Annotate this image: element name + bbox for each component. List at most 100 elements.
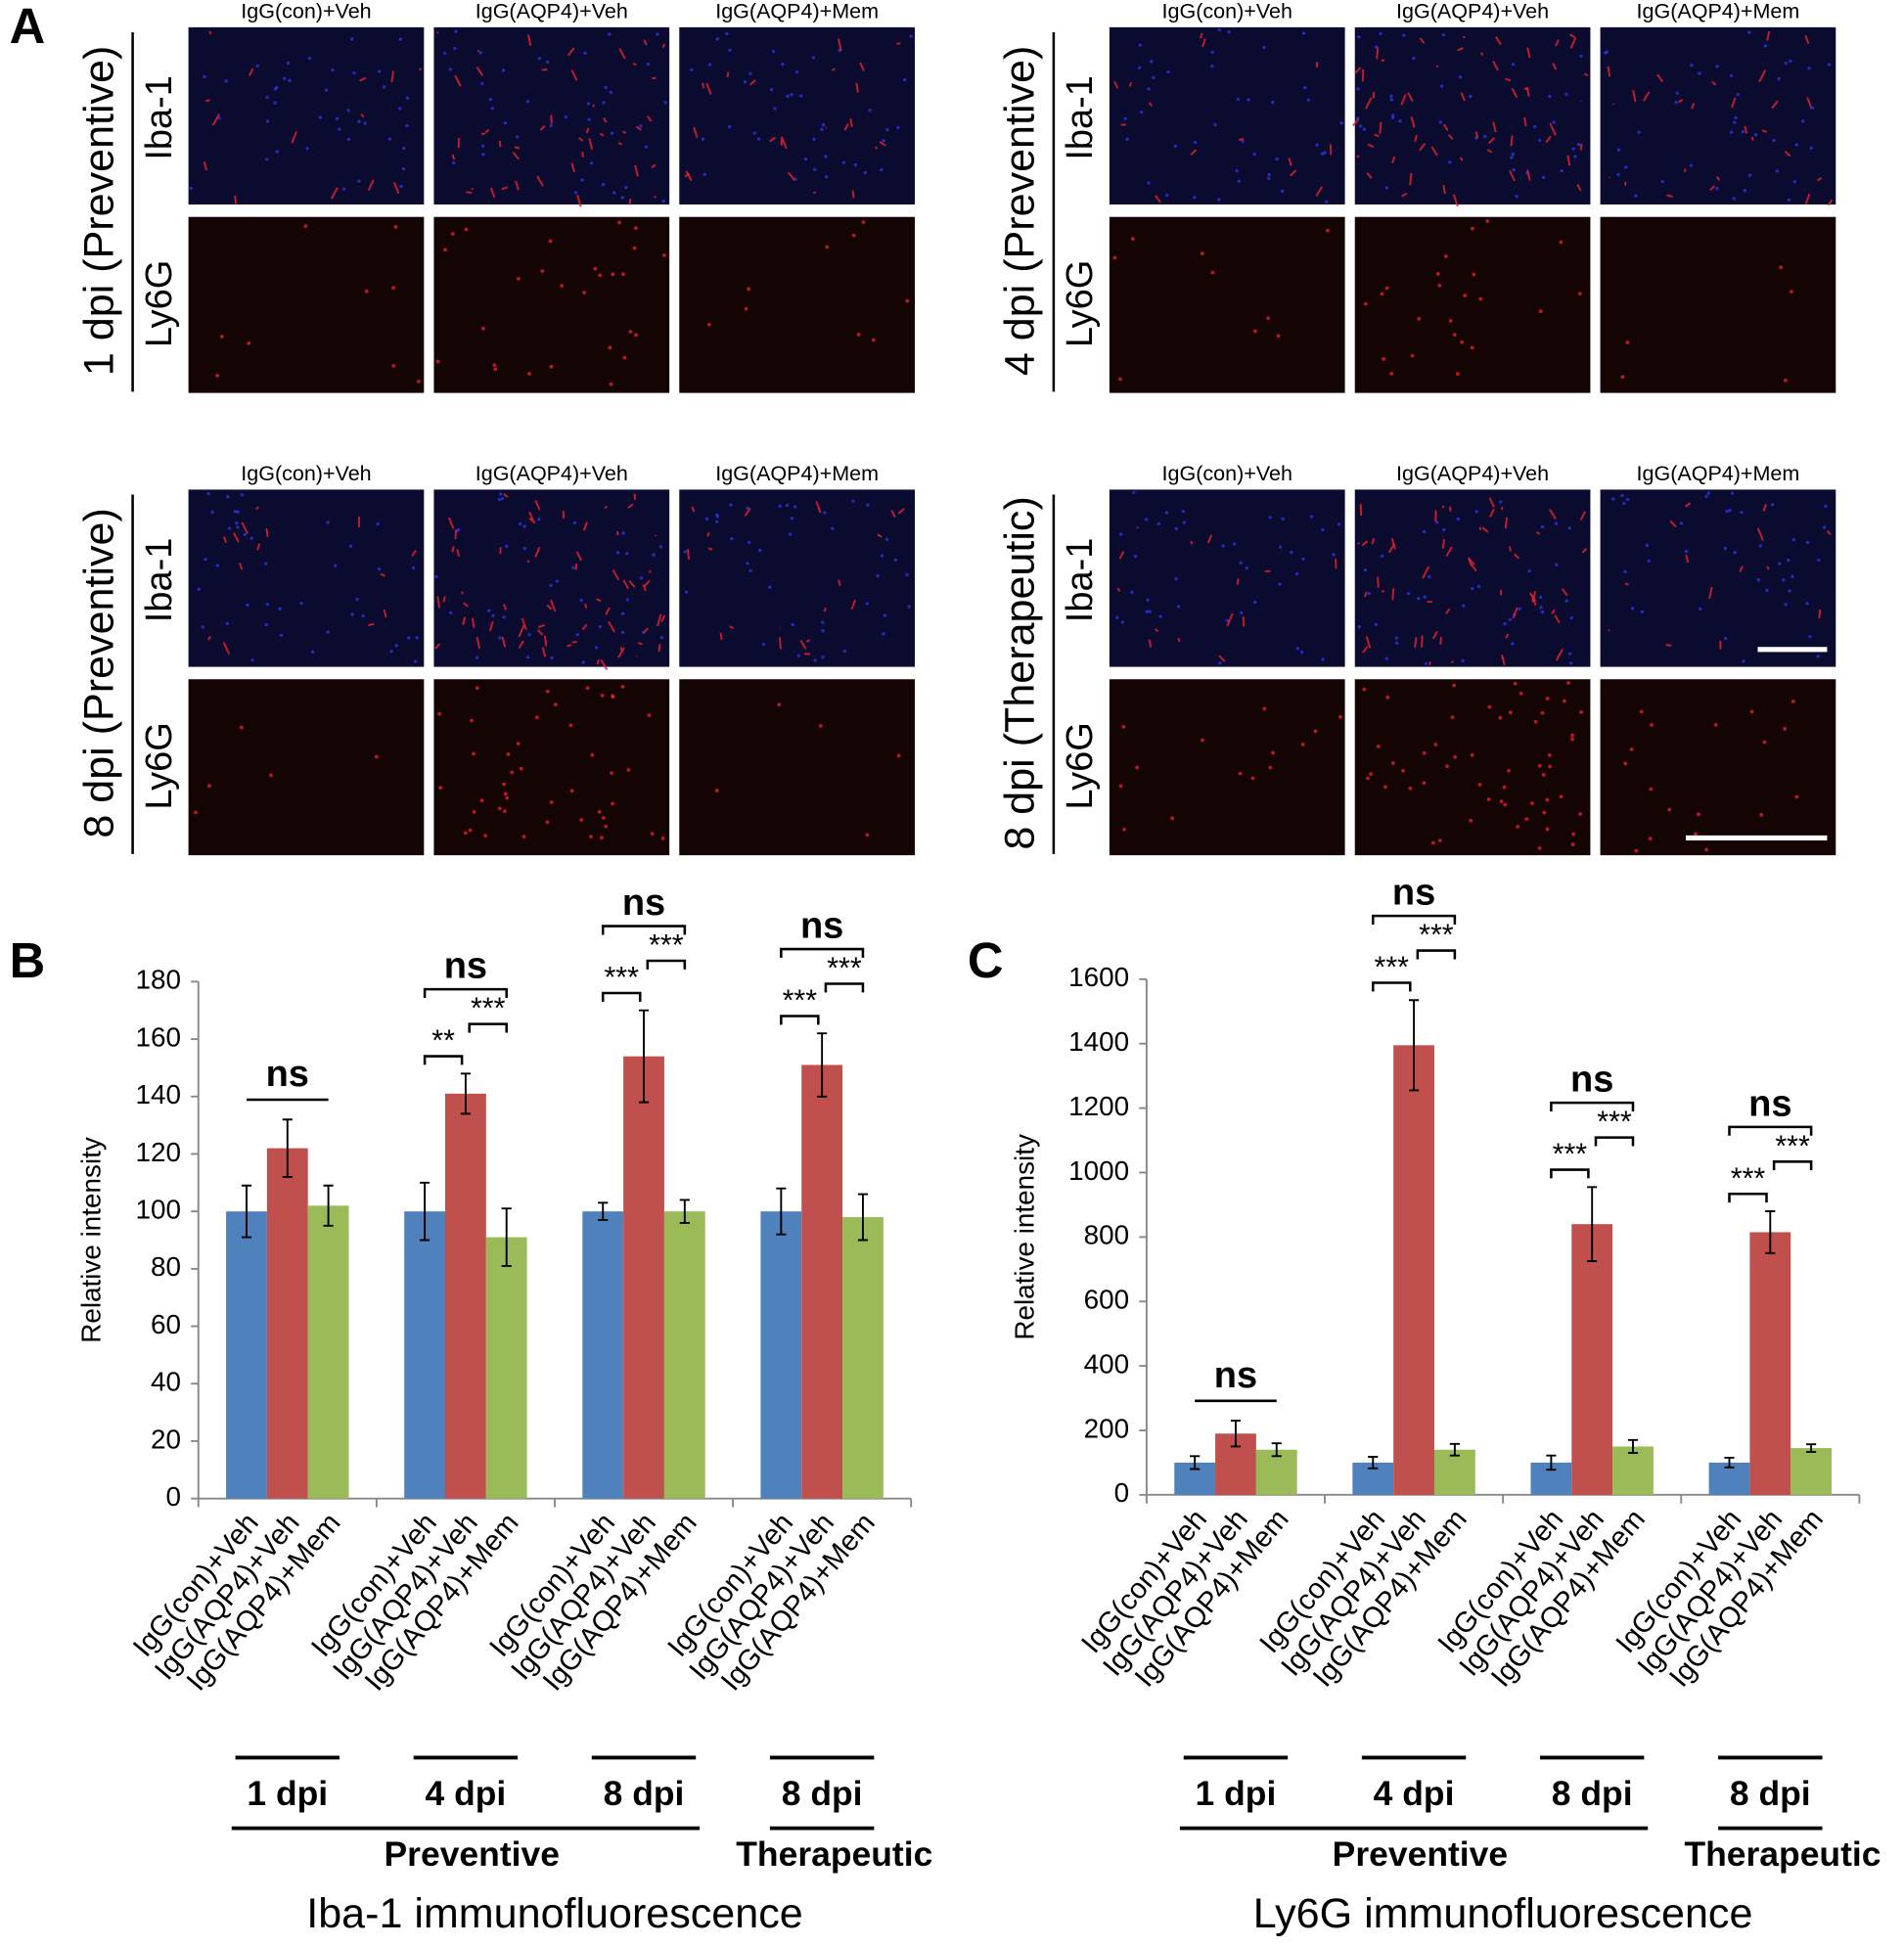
micrograph [1600, 489, 1836, 667]
nucleus [1174, 577, 1178, 581]
nucleus [434, 574, 438, 579]
process [1487, 137, 1496, 145]
nucleus [1723, 636, 1728, 641]
process [368, 622, 375, 627]
process [1529, 593, 1537, 602]
nucleus [342, 187, 346, 191]
cell [1422, 750, 1427, 755]
chart-caption: Ly6G immunofluorescence [1253, 1890, 1753, 1937]
process [1492, 121, 1497, 133]
nucleus [1778, 562, 1782, 566]
nucleus [1174, 526, 1178, 531]
process [1371, 538, 1376, 545]
nucleus [868, 108, 872, 113]
bar [582, 1211, 624, 1499]
sig-bracket [1728, 1125, 1813, 1136]
nucleus [1560, 169, 1564, 173]
y-tick-label: 800 [1084, 1220, 1129, 1250]
nucleus [1736, 92, 1740, 97]
process [617, 647, 625, 658]
cell [219, 335, 224, 339]
nucleus [1306, 98, 1311, 102]
process [603, 116, 608, 123]
cell [825, 245, 830, 249]
row-label: Ly6G [1060, 260, 1101, 347]
nucleus [537, 518, 541, 521]
cell [1629, 747, 1634, 751]
nucleus [1471, 586, 1474, 591]
nucleus [318, 115, 322, 119]
process [570, 69, 578, 81]
nucleus [824, 175, 829, 179]
process [1206, 534, 1213, 544]
nucleus [587, 117, 591, 121]
cell [1463, 294, 1468, 297]
nucleus [1817, 558, 1821, 562]
nucleus [1474, 510, 1478, 514]
cell [1794, 794, 1799, 799]
nucleus [758, 548, 762, 553]
nucleus [831, 526, 835, 530]
nucleus [1540, 611, 1545, 614]
nucleus [273, 87, 277, 91]
nucleus [1637, 130, 1641, 134]
cell [516, 276, 521, 281]
nucleus [355, 597, 359, 602]
nucleus [527, 633, 531, 637]
process [1761, 129, 1768, 133]
nucleus [1182, 520, 1186, 524]
process [1356, 155, 1360, 158]
process [890, 510, 896, 519]
nucleus [1147, 87, 1151, 91]
process [502, 604, 508, 611]
nucleus [586, 102, 591, 106]
cell [239, 725, 244, 730]
nucleus [1527, 568, 1531, 573]
nucleus [305, 147, 309, 151]
nucleus [449, 611, 453, 615]
cell [818, 724, 823, 728]
panel-label: C [968, 932, 1004, 988]
cell [1448, 319, 1453, 323]
nucleus [1732, 197, 1736, 201]
process [1409, 172, 1413, 186]
process [1118, 551, 1125, 560]
nucleus [1193, 196, 1197, 200]
nucleus [1770, 503, 1775, 507]
panel-label: B [10, 932, 46, 988]
bar [266, 1148, 308, 1499]
process [851, 190, 855, 199]
nucleus [1730, 491, 1735, 495]
bar [801, 1064, 843, 1499]
nucleus [1564, 92, 1568, 96]
nucleus [273, 101, 277, 105]
cell [1713, 722, 1718, 727]
process [576, 194, 582, 207]
process [855, 82, 859, 93]
sig-bracket [646, 959, 687, 970]
nucleus [452, 160, 456, 165]
column-header: IgG(con)+Veh [241, 462, 371, 485]
y-tick-label: 100 [136, 1195, 181, 1225]
process [1711, 80, 1717, 86]
nucleus [377, 566, 382, 571]
sig-label: ns [622, 882, 665, 924]
process [436, 596, 441, 609]
nucleus [1733, 120, 1737, 124]
bar [226, 1211, 267, 1499]
process [451, 154, 456, 160]
column-header: IgG(AQP4)+Mem [715, 0, 879, 23]
nucleus [265, 95, 269, 99]
nucleus [236, 510, 240, 514]
process [1460, 92, 1466, 102]
nucleus [1733, 551, 1737, 555]
micrograph [1109, 26, 1345, 205]
cell [1694, 832, 1698, 837]
nucleus [1356, 87, 1360, 91]
nucleus [1791, 538, 1795, 542]
nucleus [1152, 75, 1156, 79]
process [1239, 137, 1245, 142]
process [744, 507, 751, 517]
nucleus [790, 92, 793, 97]
process [1430, 146, 1438, 157]
